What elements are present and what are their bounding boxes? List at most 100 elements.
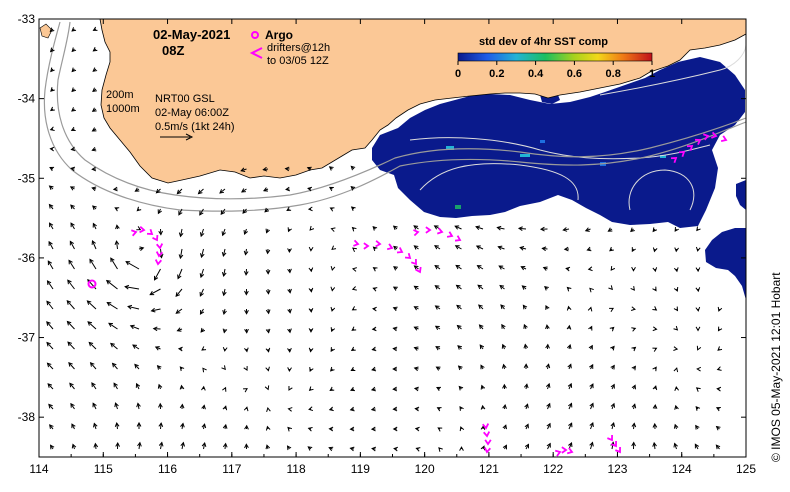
- current-arrow-head: [457, 365, 463, 371]
- drifter-legend-line1: drifters@12h: [267, 42, 330, 54]
- current-arrow-head: [49, 47, 55, 53]
- current-arrow-shaft: [108, 322, 118, 330]
- current-arrow-shaft: [175, 308, 183, 314]
- current-arrow-head: [631, 422, 637, 428]
- current-arrow-head: [562, 227, 568, 232]
- current-arrow-head: [609, 326, 615, 332]
- current-arrow-head: [199, 232, 205, 238]
- current-arrow-head: [89, 361, 95, 367]
- current-arrow-shaft: [518, 227, 527, 230]
- current-arrow-head: [673, 286, 679, 292]
- current-arrow-head: [566, 324, 572, 330]
- current-arrow-head: [458, 385, 464, 391]
- current-arrow-head: [49, 27, 55, 33]
- current-arrow-shaft: [92, 403, 97, 410]
- current-arrow-head: [349, 426, 355, 432]
- current-arrow-head: [544, 285, 549, 291]
- current-arrow-head: [244, 424, 249, 430]
- current-arrow-head: [66, 300, 72, 305]
- sst-contour: [628, 169, 695, 211]
- current-arrow-head: [414, 406, 420, 412]
- current-arrow-head: [180, 422, 185, 428]
- current-arrow-head: [92, 47, 98, 52]
- current-arrow-head: [244, 328, 249, 334]
- current-arrow-shaft: [222, 248, 226, 257]
- colorbar-ticks: 0 0.2 0.4 0.6 0.8 1: [455, 61, 655, 80]
- current-arrow-head: [610, 383, 615, 389]
- current-arrow-head: [221, 272, 227, 277]
- colorbar-tick-label: 0.8: [606, 68, 621, 80]
- drifter-chevron: [146, 228, 154, 235]
- current-arrow-head: [455, 264, 461, 270]
- current-arrow-head: [199, 273, 205, 279]
- current-arrow-shaft: [222, 228, 226, 236]
- current-arrow-head: [287, 227, 292, 233]
- colorbar-tick-label: 0: [455, 68, 461, 80]
- current-arrow-head: [522, 304, 528, 310]
- current-arrow-head: [455, 284, 461, 290]
- current-arrow-head: [50, 106, 55, 112]
- isobath-200m-label: 200m: [106, 89, 134, 101]
- current-arrow-head: [115, 442, 120, 447]
- current-arrow-head: [413, 386, 419, 392]
- current-arrow-head: [694, 443, 700, 449]
- current-arrow-shaft: [590, 422, 594, 430]
- current-arrow-shaft: [175, 288, 183, 297]
- current-arrow-head: [328, 446, 334, 452]
- current-arrow-head: [349, 446, 355, 452]
- current-arrow-head: [652, 306, 658, 311]
- current-arrow-head: [108, 322, 114, 328]
- current-arrow-head: [48, 403, 53, 409]
- sst-patch-main: [372, 57, 745, 228]
- current-arrow-head: [152, 326, 158, 332]
- current-arrow-shaft: [455, 245, 462, 250]
- current-arrow-head: [435, 366, 441, 371]
- current-arrow-shaft: [497, 226, 505, 230]
- current-arrow-head: [309, 225, 315, 231]
- current-arrow-head: [70, 146, 76, 152]
- current-arrow-shaft: [92, 240, 97, 250]
- current-arrow-head: [139, 246, 145, 251]
- current-arrow-head: [351, 306, 357, 311]
- x-tick-label: 122: [543, 462, 563, 476]
- current-arrow-shaft: [47, 260, 54, 270]
- current-arrow-head: [652, 247, 658, 253]
- current-arrow-head: [129, 324, 135, 330]
- current-arrow-head: [265, 249, 271, 255]
- drifter-chevron: [607, 434, 613, 442]
- current-arrow-head: [372, 267, 378, 272]
- current-arrow-head: [523, 323, 528, 329]
- x-axis: 114 115 116 117 118 119 120 121 122 123 124 125: [29, 19, 756, 476]
- current-arrow-head: [201, 385, 206, 391]
- current-arrow-shaft: [110, 343, 118, 350]
- arrow-scale-head: [185, 133, 194, 141]
- legend: Argo drifters@12h to 03/05 12Z: [249, 28, 330, 67]
- drifter-chevron: [436, 227, 444, 235]
- current-arrow-head: [545, 324, 550, 330]
- current-arrow-head: [546, 402, 551, 408]
- current-arrow-head: [114, 207, 120, 212]
- current-arrow-head: [92, 402, 97, 408]
- drifter-chevron: [694, 138, 702, 145]
- current-arrow-head: [695, 406, 701, 411]
- drifter-chevron: [720, 135, 728, 142]
- current-arrow-head: [308, 308, 314, 313]
- current-arrow-head: [115, 224, 120, 230]
- drifter-chevron: [702, 133, 710, 141]
- current-arrow-head: [542, 266, 548, 271]
- current-arrow-head: [71, 27, 77, 32]
- colorbar: std dev of 4hr SST comp 0 0.2 0.4 0.6 0.8 1: [455, 36, 655, 80]
- current-arrow-shaft: [568, 422, 573, 430]
- current-arrow-head: [110, 257, 115, 263]
- current-arrow-head: [91, 382, 96, 388]
- current-arrow-shaft: [110, 257, 118, 270]
- current-arrow-head: [47, 383, 53, 388]
- drifter-chevron: [484, 439, 492, 446]
- current-arrow-head: [673, 267, 679, 273]
- current-arrow-head: [284, 166, 290, 172]
- current-arrow-head: [199, 309, 205, 315]
- current-arrow-head: [631, 365, 636, 371]
- isobath-1000m: [43, 21, 747, 212]
- current-arrow-shaft: [47, 280, 54, 290]
- current-arrow-head: [631, 441, 636, 447]
